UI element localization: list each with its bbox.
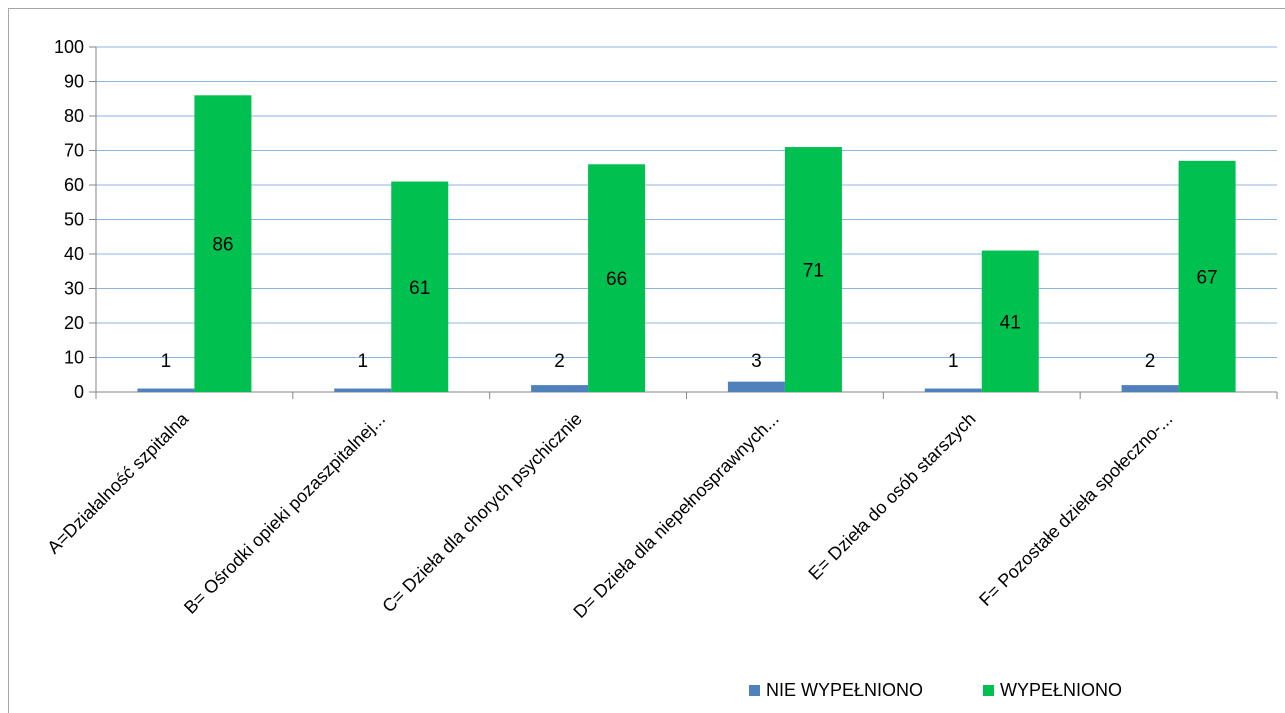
- y-tick-label: 80: [64, 106, 84, 126]
- y-tick-label: 50: [64, 210, 84, 230]
- data-label-wypelniono: 67: [1197, 267, 1218, 288]
- bar-nie-wypelniono: [727, 381, 785, 392]
- category-label: F= Pozostałe dzieła społeczno-...: [975, 409, 1176, 610]
- gridlines: [96, 46, 1277, 358]
- bar-nie-wypelniono: [924, 388, 982, 392]
- y-tick-label: 100: [54, 37, 84, 57]
- data-label-wypelniono: 86: [212, 235, 233, 256]
- legend: NIE WYPEŁNIONO WYPEŁNIONO: [749, 680, 1122, 701]
- bar-wypelniono: [588, 164, 646, 392]
- data-label-nie-wypelniono: 2: [554, 351, 565, 372]
- y-tick-label: 70: [64, 141, 84, 161]
- data-label-wypelniono: 71: [803, 261, 824, 282]
- data-label-nie-wypelniono: 2: [1145, 351, 1156, 372]
- category-label: D= Dzieła dla niepełnosprawnych...: [569, 409, 782, 622]
- data-label-nie-wypelniono: 1: [161, 351, 172, 372]
- legend-swatch-wypelniono: [983, 685, 995, 696]
- data-label-wypelniono: 61: [409, 278, 430, 299]
- data-label-nie-wypelniono: 3: [751, 351, 762, 372]
- legend-swatch-nie-wypelniono: [749, 685, 760, 696]
- bar-nie-wypelniono: [334, 388, 392, 392]
- y-tick-label: 60: [64, 175, 84, 195]
- bar-wypelniono: [784, 147, 842, 392]
- bar-wypelniono: [981, 250, 1039, 392]
- y-tick-label: 40: [64, 244, 84, 264]
- data-label-wypelniono: 66: [606, 269, 627, 290]
- y-tick-label: 90: [64, 72, 84, 92]
- y-tick-label: 20: [64, 313, 84, 333]
- category-label: A=Działalność szpitalna: [43, 408, 193, 558]
- legend-label-nie-wypelniono: NIE WYPEŁNIONO: [766, 680, 924, 700]
- category-label: C= Dzieła dla chorych psychicznie: [378, 409, 586, 617]
- category-label: B= Ośrodki opieki pozaszpitalnej...: [180, 409, 389, 618]
- axes: 0 10 20 30 40 50 60 70 80 90 100: [54, 37, 1278, 402]
- y-tick-label: 0: [74, 382, 84, 402]
- y-tick-label: 10: [64, 348, 84, 368]
- bar-nie-wypelniono: [1121, 385, 1179, 392]
- legend-item-wypelniono: WYPEŁNIONO: [983, 680, 1122, 701]
- data-label-nie-wypelniono: 1: [357, 351, 368, 372]
- bar-nie-wypelniono: [531, 385, 589, 392]
- legend-item-nie-wypelniono: NIE WYPEŁNIONO: [749, 680, 923, 701]
- bar-nie-wypelniono: [137, 388, 195, 392]
- y-tick-label: 30: [64, 279, 84, 299]
- legend-label-wypelniono: WYPEŁNIONO: [1000, 680, 1123, 700]
- bars: [137, 95, 1236, 393]
- category-label: E= Dzieła do osób starszych: [804, 409, 979, 584]
- bar-wypelniono: [391, 181, 449, 392]
- bar-wypelniono: [1178, 160, 1236, 392]
- data-label-wypelniono: 41: [1000, 312, 1021, 333]
- data-labels: 1 86 1 61 2 66 3 71 1 41 2 67: [161, 235, 1218, 372]
- bar-wypelniono: [194, 95, 252, 393]
- data-label-nie-wypelniono: 1: [948, 351, 959, 372]
